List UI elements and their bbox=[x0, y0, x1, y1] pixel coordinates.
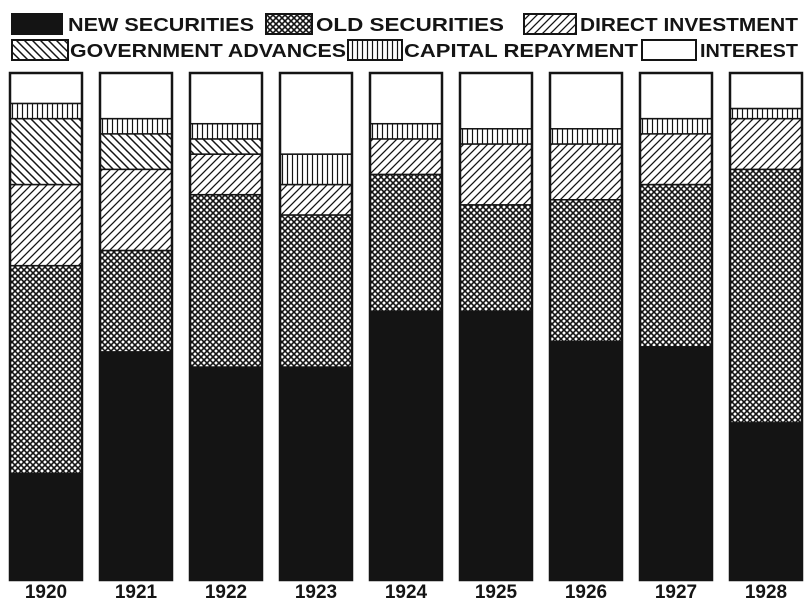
bar-segment-direct-investment-1926 bbox=[549, 143, 623, 201]
bar-segment-interest-1925 bbox=[459, 72, 533, 130]
bar-segment-capital-repayment-1923 bbox=[279, 153, 353, 186]
legend-label-capital-repayment: CAPITAL REPAYMENT bbox=[404, 41, 638, 61]
x-tick-label-1924: 1924 bbox=[385, 582, 428, 602]
x-tick-label-1920: 1920 bbox=[25, 582, 67, 602]
bar-segment-old-securities-1921 bbox=[99, 249, 173, 353]
bar-segment-capital-repayment-1924 bbox=[369, 122, 443, 140]
bar-segment-capital-repayment-1921 bbox=[99, 117, 173, 135]
bar-segment-old-securities-1924 bbox=[369, 173, 443, 313]
bar-outline-1924 bbox=[368, 71, 444, 582]
legend-swatch-interest bbox=[641, 39, 697, 61]
bar-outline-1920 bbox=[8, 71, 84, 582]
legend-swatch-direct-investment bbox=[523, 13, 577, 35]
bar-1925 bbox=[458, 71, 534, 582]
bar-segment-direct-investment-1928 bbox=[729, 117, 803, 171]
bar-segment-new-securities-1925 bbox=[459, 310, 533, 581]
bar-1921 bbox=[98, 71, 174, 582]
bar-segment-direct-investment-1922 bbox=[189, 153, 263, 196]
bar-segment-interest-1924 bbox=[369, 72, 443, 125]
legend-label-interest: INTEREST bbox=[700, 41, 798, 61]
legend-label-old-securities: OLD SECURITIES bbox=[316, 15, 504, 35]
x-axis-labels: 1920 1921 1922 1923 1924 1925 1926 1927 1928 bbox=[25, 582, 787, 603]
x-tick-label-1927: 1927 bbox=[655, 582, 697, 602]
bar-1923 bbox=[278, 71, 354, 582]
x-tick-label-1928: 1928 bbox=[745, 582, 787, 602]
bar-segment-new-securities-1926 bbox=[549, 340, 623, 581]
bar-segment-interest-1927 bbox=[639, 72, 713, 120]
bar-segment-capital-repayment-1925 bbox=[459, 128, 533, 145]
bar-segment-capital-repayment-1927 bbox=[639, 117, 713, 135]
legend-label-new-securities: NEW SECURITIES bbox=[68, 15, 254, 35]
bar-outline-1923 bbox=[278, 71, 354, 582]
legend: NEW SECURITIES OLD SECURITIES DIRECT INV… bbox=[11, 13, 798, 61]
bar-segment-capital-repayment-1928 bbox=[729, 107, 803, 120]
bars-group bbox=[8, 71, 804, 582]
bar-outline-1927 bbox=[638, 71, 714, 582]
bar-segment-interest-1922 bbox=[189, 72, 263, 125]
bar-segment-direct-investment-1920 bbox=[9, 183, 83, 267]
bar-segment-direct-investment-1921 bbox=[99, 168, 173, 252]
bar-1926 bbox=[548, 71, 624, 582]
bar-segment-old-securities-1925 bbox=[459, 204, 533, 313]
bar-segment-direct-investment-1924 bbox=[369, 138, 443, 176]
bar-segment-new-securities-1921 bbox=[99, 351, 173, 581]
bar-segment-new-securities-1922 bbox=[189, 366, 263, 581]
bar-segment-interest-1920 bbox=[9, 72, 83, 105]
legend-label-government-advances: GOVERNMENT ADVANCES bbox=[70, 41, 346, 61]
bar-segment-interest-1928 bbox=[729, 72, 803, 110]
bar-outline-1922 bbox=[188, 71, 264, 582]
legend-swatch-old-securities bbox=[265, 13, 313, 35]
bar-segment-new-securities-1927 bbox=[639, 346, 713, 581]
bar-segment-direct-investment-1927 bbox=[639, 133, 713, 186]
x-tick-label-1923: 1923 bbox=[295, 582, 337, 602]
legend-swatch-government-advances bbox=[11, 39, 69, 61]
x-tick-label-1922: 1922 bbox=[205, 582, 247, 602]
bar-outline-1921 bbox=[98, 71, 174, 582]
bar-segment-capital-repayment-1920 bbox=[9, 102, 83, 120]
bar-1924 bbox=[368, 71, 444, 582]
bar-segment-old-securities-1922 bbox=[189, 193, 263, 368]
x-tick-label-1926: 1926 bbox=[565, 582, 607, 602]
bar-outline-1928 bbox=[728, 71, 804, 582]
legend-swatch-new-securities bbox=[11, 13, 63, 35]
bar-outline-1925 bbox=[458, 71, 534, 582]
bar-segment-new-securities-1924 bbox=[369, 310, 443, 581]
bar-segment-new-securities-1923 bbox=[279, 366, 353, 581]
bar-segment-old-securities-1928 bbox=[729, 168, 803, 424]
bar-segment-government-advances-1921 bbox=[99, 133, 173, 171]
bar-1928 bbox=[728, 71, 804, 582]
bar-segment-direct-investment-1923 bbox=[279, 183, 353, 216]
bar-segment-new-securities-1920 bbox=[9, 472, 83, 581]
bar-1927 bbox=[638, 71, 714, 582]
bar-segment-government-advances-1920 bbox=[9, 117, 83, 186]
bar-segment-interest-1923 bbox=[279, 72, 353, 155]
bar-segment-new-securities-1928 bbox=[729, 422, 803, 581]
bar-segment-government-advances-1922 bbox=[189, 138, 263, 155]
bar-segment-direct-investment-1925 bbox=[459, 143, 533, 206]
bar-1922 bbox=[188, 71, 264, 582]
legend-swatch-capital-repayment bbox=[347, 39, 403, 61]
bar-segment-interest-1921 bbox=[99, 72, 173, 120]
bar-segment-old-securities-1920 bbox=[9, 264, 83, 475]
legend-label-direct-investment: DIRECT INVESTMENT bbox=[580, 15, 798, 35]
bar-segment-old-securities-1927 bbox=[639, 183, 713, 348]
bar-segment-old-securities-1923 bbox=[279, 214, 353, 368]
bar-1920 bbox=[8, 71, 84, 582]
bar-segment-capital-repayment-1922 bbox=[189, 122, 263, 140]
x-tick-label-1921: 1921 bbox=[115, 582, 158, 602]
bar-segment-capital-repayment-1926 bbox=[549, 128, 623, 145]
x-tick-label-1925: 1925 bbox=[475, 582, 518, 602]
bar-outline-1926 bbox=[548, 71, 624, 582]
bar-segment-old-securities-1926 bbox=[549, 199, 623, 343]
bar-segment-interest-1926 bbox=[549, 72, 623, 130]
